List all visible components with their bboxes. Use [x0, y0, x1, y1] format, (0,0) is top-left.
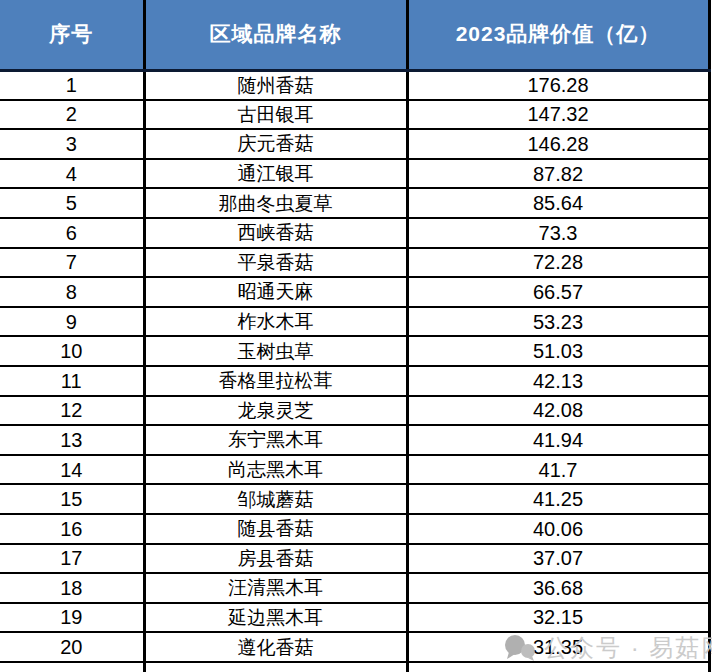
- table-row: 14尚志黑木耳41.7: [0, 455, 709, 485]
- table-row: 18汪清黑木耳36.68: [0, 573, 709, 603]
- table-row: 3庆元香菇146.28: [0, 129, 709, 159]
- cell-brand-value: 85.64: [407, 188, 709, 218]
- cell-brand-value: 51.03: [407, 336, 709, 366]
- partial-row: [0, 662, 709, 672]
- brand-value-table: 序号 区域品牌名称 2023品牌价值（亿） 1随州香菇176.282古田银耳14…: [0, 0, 711, 672]
- cell-rank: 8: [0, 277, 144, 307]
- cell-rank: 11: [0, 366, 144, 396]
- table-row: 17房县香菇37.07: [0, 544, 709, 574]
- cell-brand-value: 146.28: [407, 129, 709, 159]
- cell-brand-value: 73.3: [407, 218, 709, 248]
- cell-rank: 4: [0, 159, 144, 189]
- cell-brand-name: 玉树虫草: [144, 336, 407, 366]
- partial-cell: [407, 662, 709, 672]
- table-row: 6西峡香菇73.3: [0, 218, 709, 248]
- cell-rank: 2: [0, 100, 144, 130]
- cell-brand-name: 遵化香菇: [144, 632, 407, 662]
- partial-cell: [144, 662, 407, 672]
- cell-brand-name: 那曲冬虫夏草: [144, 188, 407, 218]
- cell-rank: 18: [0, 573, 144, 603]
- cell-brand-value: 66.57: [407, 277, 709, 307]
- table-row: 8昭通天麻66.57: [0, 277, 709, 307]
- cell-brand-name: 延边黑木耳: [144, 603, 407, 633]
- cell-brand-name: 庆元香菇: [144, 129, 407, 159]
- cell-brand-name: 东宁黑木耳: [144, 425, 407, 455]
- cell-brand-value: 32.15: [407, 603, 709, 633]
- cell-rank: 15: [0, 484, 144, 514]
- cell-rank: 14: [0, 455, 144, 485]
- cell-brand-value: 87.82: [407, 159, 709, 189]
- cell-brand-value: 42.08: [407, 396, 709, 426]
- cell-brand-name: 随县香菇: [144, 514, 407, 544]
- cell-brand-name: 汪清黑木耳: [144, 573, 407, 603]
- cell-rank: 13: [0, 425, 144, 455]
- table-body: 1随州香菇176.282古田银耳147.323庆元香菇146.284通江银耳87…: [0, 70, 709, 672]
- table-row: 13东宁黑木耳41.94: [0, 425, 709, 455]
- table-row: 19延边黑木耳32.15: [0, 603, 709, 633]
- cell-rank: 16: [0, 514, 144, 544]
- cell-brand-value: 53.23: [407, 307, 709, 337]
- cell-rank: 17: [0, 544, 144, 574]
- cell-brand-value: 41.7: [407, 455, 709, 485]
- table-row: 4通江银耳87.82: [0, 159, 709, 189]
- cell-brand-name: 昭通天麻: [144, 277, 407, 307]
- cell-brand-value: 72.28: [407, 248, 709, 278]
- cell-brand-name: 平泉香菇: [144, 248, 407, 278]
- cell-brand-name: 西峡香菇: [144, 218, 407, 248]
- cell-rank: 6: [0, 218, 144, 248]
- cell-brand-value: 36.68: [407, 573, 709, 603]
- cell-rank: 3: [0, 129, 144, 159]
- table-row: 20遵化香菇31.35: [0, 632, 709, 662]
- cell-brand-name: 邹城蘑菇: [144, 484, 407, 514]
- table-row: 9柞水木耳53.23: [0, 307, 709, 337]
- table-row: 1随州香菇176.28: [0, 70, 709, 100]
- cell-brand-name: 龙泉灵芝: [144, 396, 407, 426]
- table-row: 15邹城蘑菇41.25: [0, 484, 709, 514]
- cell-brand-name: 随州香菇: [144, 70, 407, 100]
- cell-brand-value: 37.07: [407, 544, 709, 574]
- cell-brand-value: 147.32: [407, 100, 709, 130]
- cell-rank: 9: [0, 307, 144, 337]
- cell-brand-name: 尚志黑木耳: [144, 455, 407, 485]
- col-header-rank: 序号: [0, 0, 144, 70]
- cell-brand-name: 房县香菇: [144, 544, 407, 574]
- cell-brand-value: 176.28: [407, 70, 709, 100]
- table-row: 11香格里拉松茸42.13: [0, 366, 709, 396]
- cell-rank: 7: [0, 248, 144, 278]
- col-header-brand-value: 2023品牌价值（亿）: [407, 0, 709, 70]
- cell-rank: 1: [0, 70, 144, 100]
- table-row: 2古田银耳147.32: [0, 100, 709, 130]
- table-row: 10玉树虫草51.03: [0, 336, 709, 366]
- cell-brand-value: 40.06: [407, 514, 709, 544]
- table-row: 12龙泉灵芝42.08: [0, 396, 709, 426]
- cell-rank: 5: [0, 188, 144, 218]
- cell-brand-value: 41.25: [407, 484, 709, 514]
- cell-rank: 20: [0, 632, 144, 662]
- table-header: 序号 区域品牌名称 2023品牌价值（亿）: [0, 0, 709, 70]
- cell-brand-name: 香格里拉松茸: [144, 366, 407, 396]
- cell-brand-value: 42.13: [407, 366, 709, 396]
- table-row: 7平泉香菇72.28: [0, 248, 709, 278]
- cell-brand-name: 通江银耳: [144, 159, 407, 189]
- cell-brand-name: 柞水木耳: [144, 307, 407, 337]
- col-header-brand-name: 区域品牌名称: [144, 0, 407, 70]
- cell-brand-name: 古田银耳: [144, 100, 407, 130]
- cell-rank: 12: [0, 396, 144, 426]
- brand-value-page: 序号 区域品牌名称 2023品牌价值（亿） 1随州香菇176.282古田银耳14…: [0, 0, 712, 672]
- cell-rank: 19: [0, 603, 144, 633]
- table-row: 16随县香菇40.06: [0, 514, 709, 544]
- header-row: 序号 区域品牌名称 2023品牌价值（亿）: [0, 0, 709, 70]
- cell-rank: 10: [0, 336, 144, 366]
- partial-cell: [0, 662, 144, 672]
- cell-brand-value: 41.94: [407, 425, 709, 455]
- cell-brand-value: 31.35: [407, 632, 709, 662]
- table-row: 5那曲冬虫夏草85.64: [0, 188, 709, 218]
